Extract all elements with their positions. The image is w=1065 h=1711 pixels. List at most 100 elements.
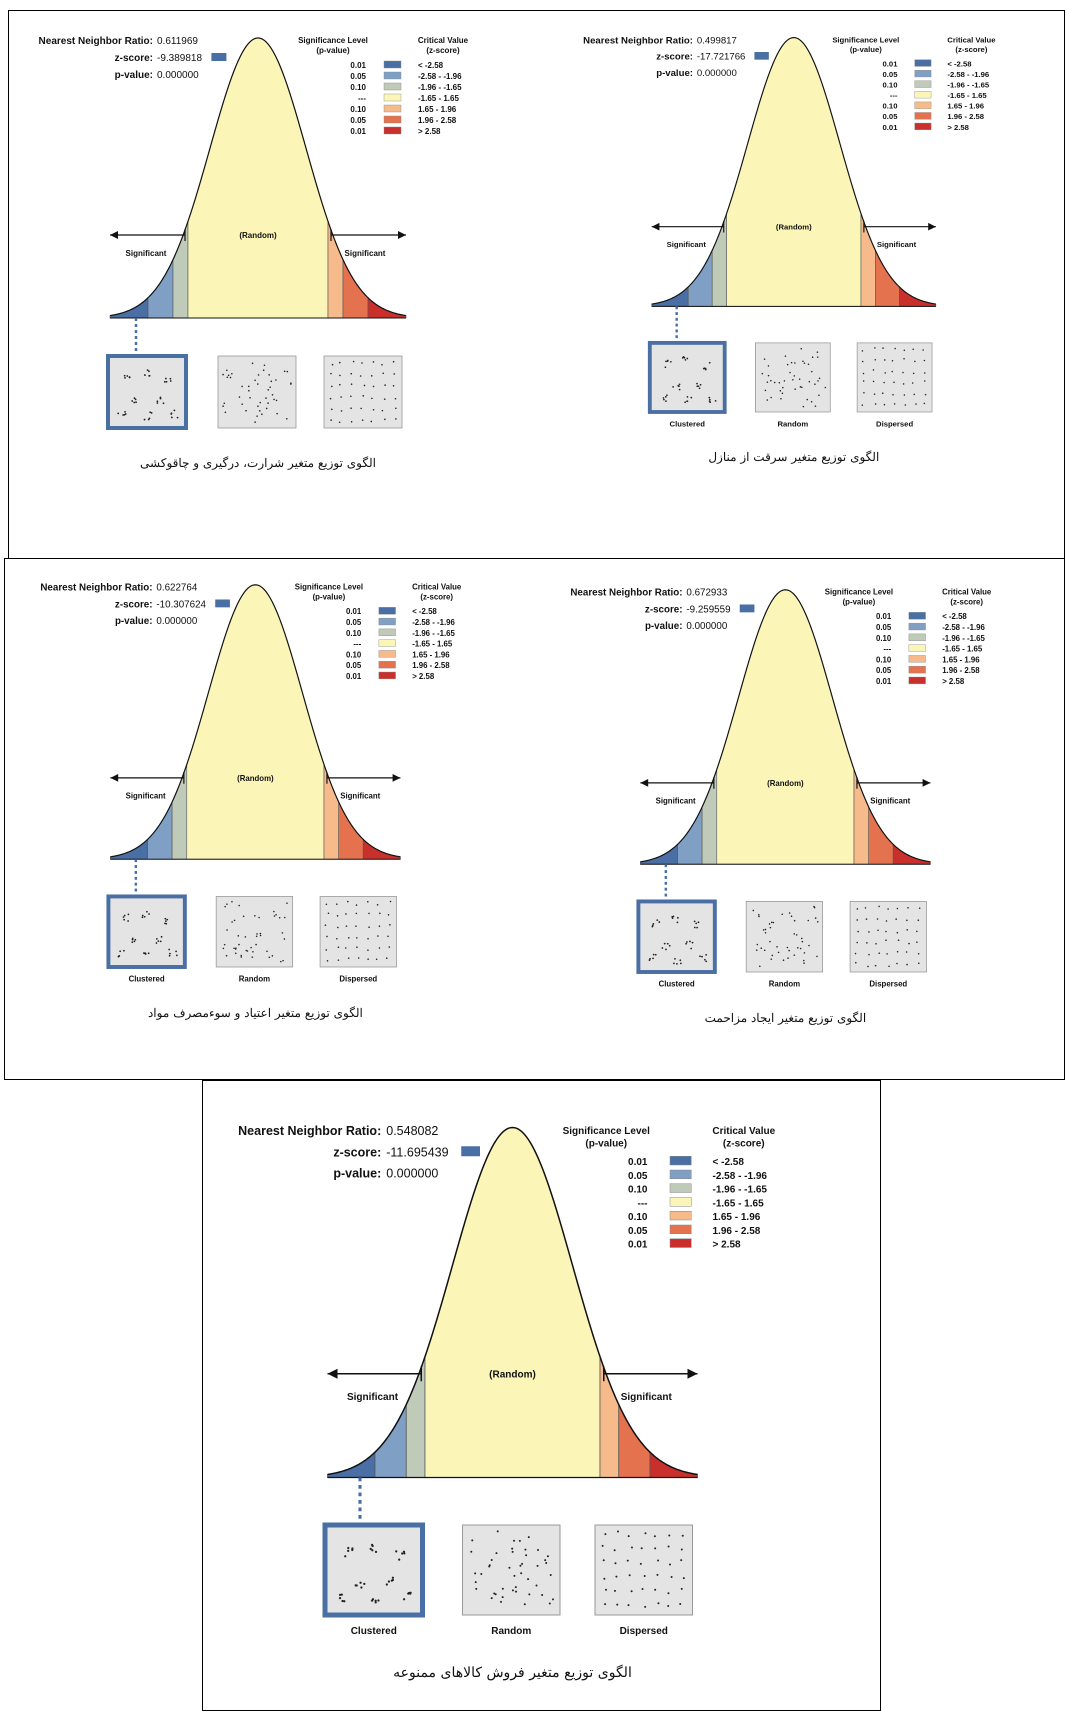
pattern-dot bbox=[348, 937, 350, 939]
legend-sig-subheader: (p-value) bbox=[313, 593, 346, 602]
pattern-dot bbox=[604, 1533, 607, 1536]
pattern-dot bbox=[665, 400, 667, 403]
z-score-label: z-score: bbox=[333, 1145, 381, 1159]
pattern-dot bbox=[268, 956, 271, 959]
pattern-dot bbox=[246, 950, 249, 952]
pattern-dot bbox=[326, 960, 329, 962]
pattern-dot bbox=[150, 412, 153, 414]
pattern-dot bbox=[792, 378, 794, 381]
pattern-box-random bbox=[745, 901, 824, 973]
pattern-label-clustered: Clustered bbox=[670, 419, 706, 428]
pattern-dot bbox=[896, 962, 898, 965]
legend-z-range: 1.96 - 2.58 bbox=[947, 112, 984, 121]
pattern-dot bbox=[337, 946, 340, 948]
legend-z-range: -1.96 - -1.65 bbox=[713, 1185, 768, 1196]
pattern-dot bbox=[282, 959, 284, 962]
legend-swatch bbox=[914, 59, 932, 67]
pattern-dot bbox=[360, 1586, 363, 1589]
pattern-dot bbox=[691, 941, 694, 944]
legend-swatch bbox=[908, 612, 926, 620]
legend-p-value: 0.10 bbox=[346, 650, 362, 659]
pattern-dot bbox=[678, 388, 681, 391]
pattern-dot bbox=[680, 1559, 683, 1562]
pattern-dot bbox=[696, 385, 699, 388]
pattern-dot bbox=[237, 935, 240, 937]
pattern-dot bbox=[370, 1599, 374, 1602]
pattern-dot bbox=[770, 921, 773, 924]
pattern-dot bbox=[231, 900, 233, 903]
pattern-dot bbox=[226, 929, 228, 931]
pattern-dot bbox=[361, 362, 363, 364]
pattern-dot bbox=[242, 915, 245, 918]
pattern-dot bbox=[344, 1555, 347, 1558]
pattern-dot bbox=[666, 359, 669, 362]
significant-left-label: Significant bbox=[347, 1392, 399, 1403]
legend-z-range: -1.65 - 1.65 bbox=[942, 645, 983, 654]
pattern-dot bbox=[368, 926, 370, 928]
pattern-dot bbox=[878, 905, 880, 908]
pattern-dot bbox=[123, 374, 126, 377]
pattern-dot bbox=[155, 938, 158, 940]
pattern-dot bbox=[271, 955, 274, 957]
legend-z-range: < -2.58 bbox=[412, 607, 437, 616]
legend-swatch bbox=[378, 617, 396, 626]
pattern-dot bbox=[122, 916, 125, 918]
pattern-dot bbox=[268, 374, 270, 376]
pattern-dot bbox=[164, 917, 167, 920]
chart-caption: الگوی توزیع متغیر سرقت از منازل bbox=[708, 450, 880, 465]
pattern-dot bbox=[811, 356, 814, 358]
pattern-dot bbox=[169, 952, 171, 955]
pattern-dot bbox=[164, 922, 166, 925]
pattern-dot bbox=[907, 907, 909, 909]
pattern-dot bbox=[708, 396, 711, 399]
pattern-dot bbox=[392, 384, 395, 387]
pattern-dot bbox=[223, 943, 226, 946]
pattern-dot bbox=[393, 373, 396, 375]
pattern-dot bbox=[241, 385, 243, 388]
pattern-dot bbox=[755, 949, 758, 951]
pattern-dot bbox=[157, 940, 160, 943]
pattern-dot bbox=[666, 394, 668, 397]
pattern-dot bbox=[378, 947, 381, 949]
pattern-dot bbox=[881, 392, 884, 394]
pattern-dot bbox=[231, 372, 233, 375]
legend-z-range: -2.58 - -1.96 bbox=[942, 623, 985, 632]
pattern-dot bbox=[245, 409, 247, 412]
legend-p-value: 0.01 bbox=[350, 127, 366, 136]
pattern-dot bbox=[767, 374, 770, 377]
pattern-dot bbox=[768, 923, 771, 925]
p-value-label: p-value: bbox=[333, 1167, 381, 1181]
pattern-dot bbox=[148, 370, 150, 373]
pattern-dot bbox=[339, 383, 341, 386]
legend-sig-subheader: (p-value) bbox=[316, 46, 350, 55]
pattern-dot bbox=[325, 903, 328, 906]
pattern-dot bbox=[338, 1597, 342, 1600]
legend-z-range: > 2.58 bbox=[418, 127, 441, 136]
pattern-dot bbox=[123, 413, 126, 416]
pattern-dot bbox=[273, 910, 275, 913]
left-arrow-head bbox=[640, 778, 649, 787]
pattern-dot bbox=[906, 929, 908, 931]
pattern-dot bbox=[627, 1535, 630, 1538]
pattern-dot bbox=[389, 900, 392, 903]
pattern-dot bbox=[133, 401, 136, 404]
pattern-dot bbox=[666, 942, 669, 945]
pattern-dot bbox=[709, 398, 711, 401]
right-arrow-head bbox=[392, 773, 401, 782]
curve-segment-4 bbox=[860, 213, 876, 307]
legend-z-range: < -2.58 bbox=[947, 59, 972, 68]
pattern-label-dispersed: Dispersed bbox=[620, 1626, 668, 1637]
pattern-dot bbox=[762, 929, 765, 931]
pattern-dot bbox=[679, 959, 682, 962]
pattern-dot bbox=[265, 397, 267, 399]
legend-p-value: 0.05 bbox=[883, 70, 899, 79]
legend-swatch bbox=[383, 82, 402, 91]
curve-segment-2 bbox=[711, 213, 727, 307]
pattern-dot bbox=[681, 1534, 684, 1537]
pattern-dot bbox=[770, 958, 773, 960]
pattern-dot bbox=[818, 394, 820, 396]
pattern-dot bbox=[799, 386, 802, 388]
curve-segment-3 bbox=[716, 589, 855, 865]
